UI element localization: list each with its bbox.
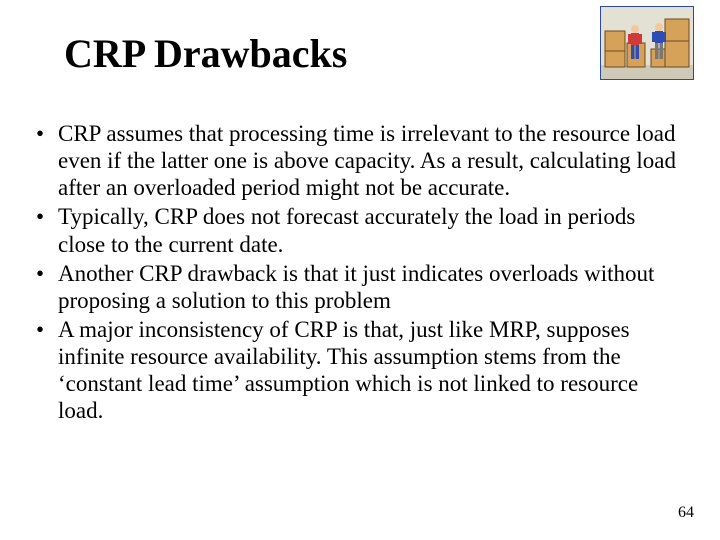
bullet-item: A major inconsistency of CRP is that, ju… xyxy=(36,316,684,425)
box-icon xyxy=(665,19,689,41)
bullet-item: CRP assumes that processing time is irre… xyxy=(36,120,684,201)
page-number: 64 xyxy=(678,504,694,522)
box-icon xyxy=(605,51,625,67)
box-icon xyxy=(665,41,689,67)
slide: CRP Drawbacks xyxy=(0,0,720,540)
bullet-list: CRP assumes that processing time is irre… xyxy=(36,120,684,426)
warehouse-workers-clipart xyxy=(600,6,694,80)
box-icon xyxy=(605,31,625,51)
bullet-item: Typically, CRP does not forecast accurat… xyxy=(36,203,684,257)
bullet-item: Another CRP drawback is that it just ind… xyxy=(36,260,684,314)
slide-title: CRP Drawbacks xyxy=(64,30,347,77)
